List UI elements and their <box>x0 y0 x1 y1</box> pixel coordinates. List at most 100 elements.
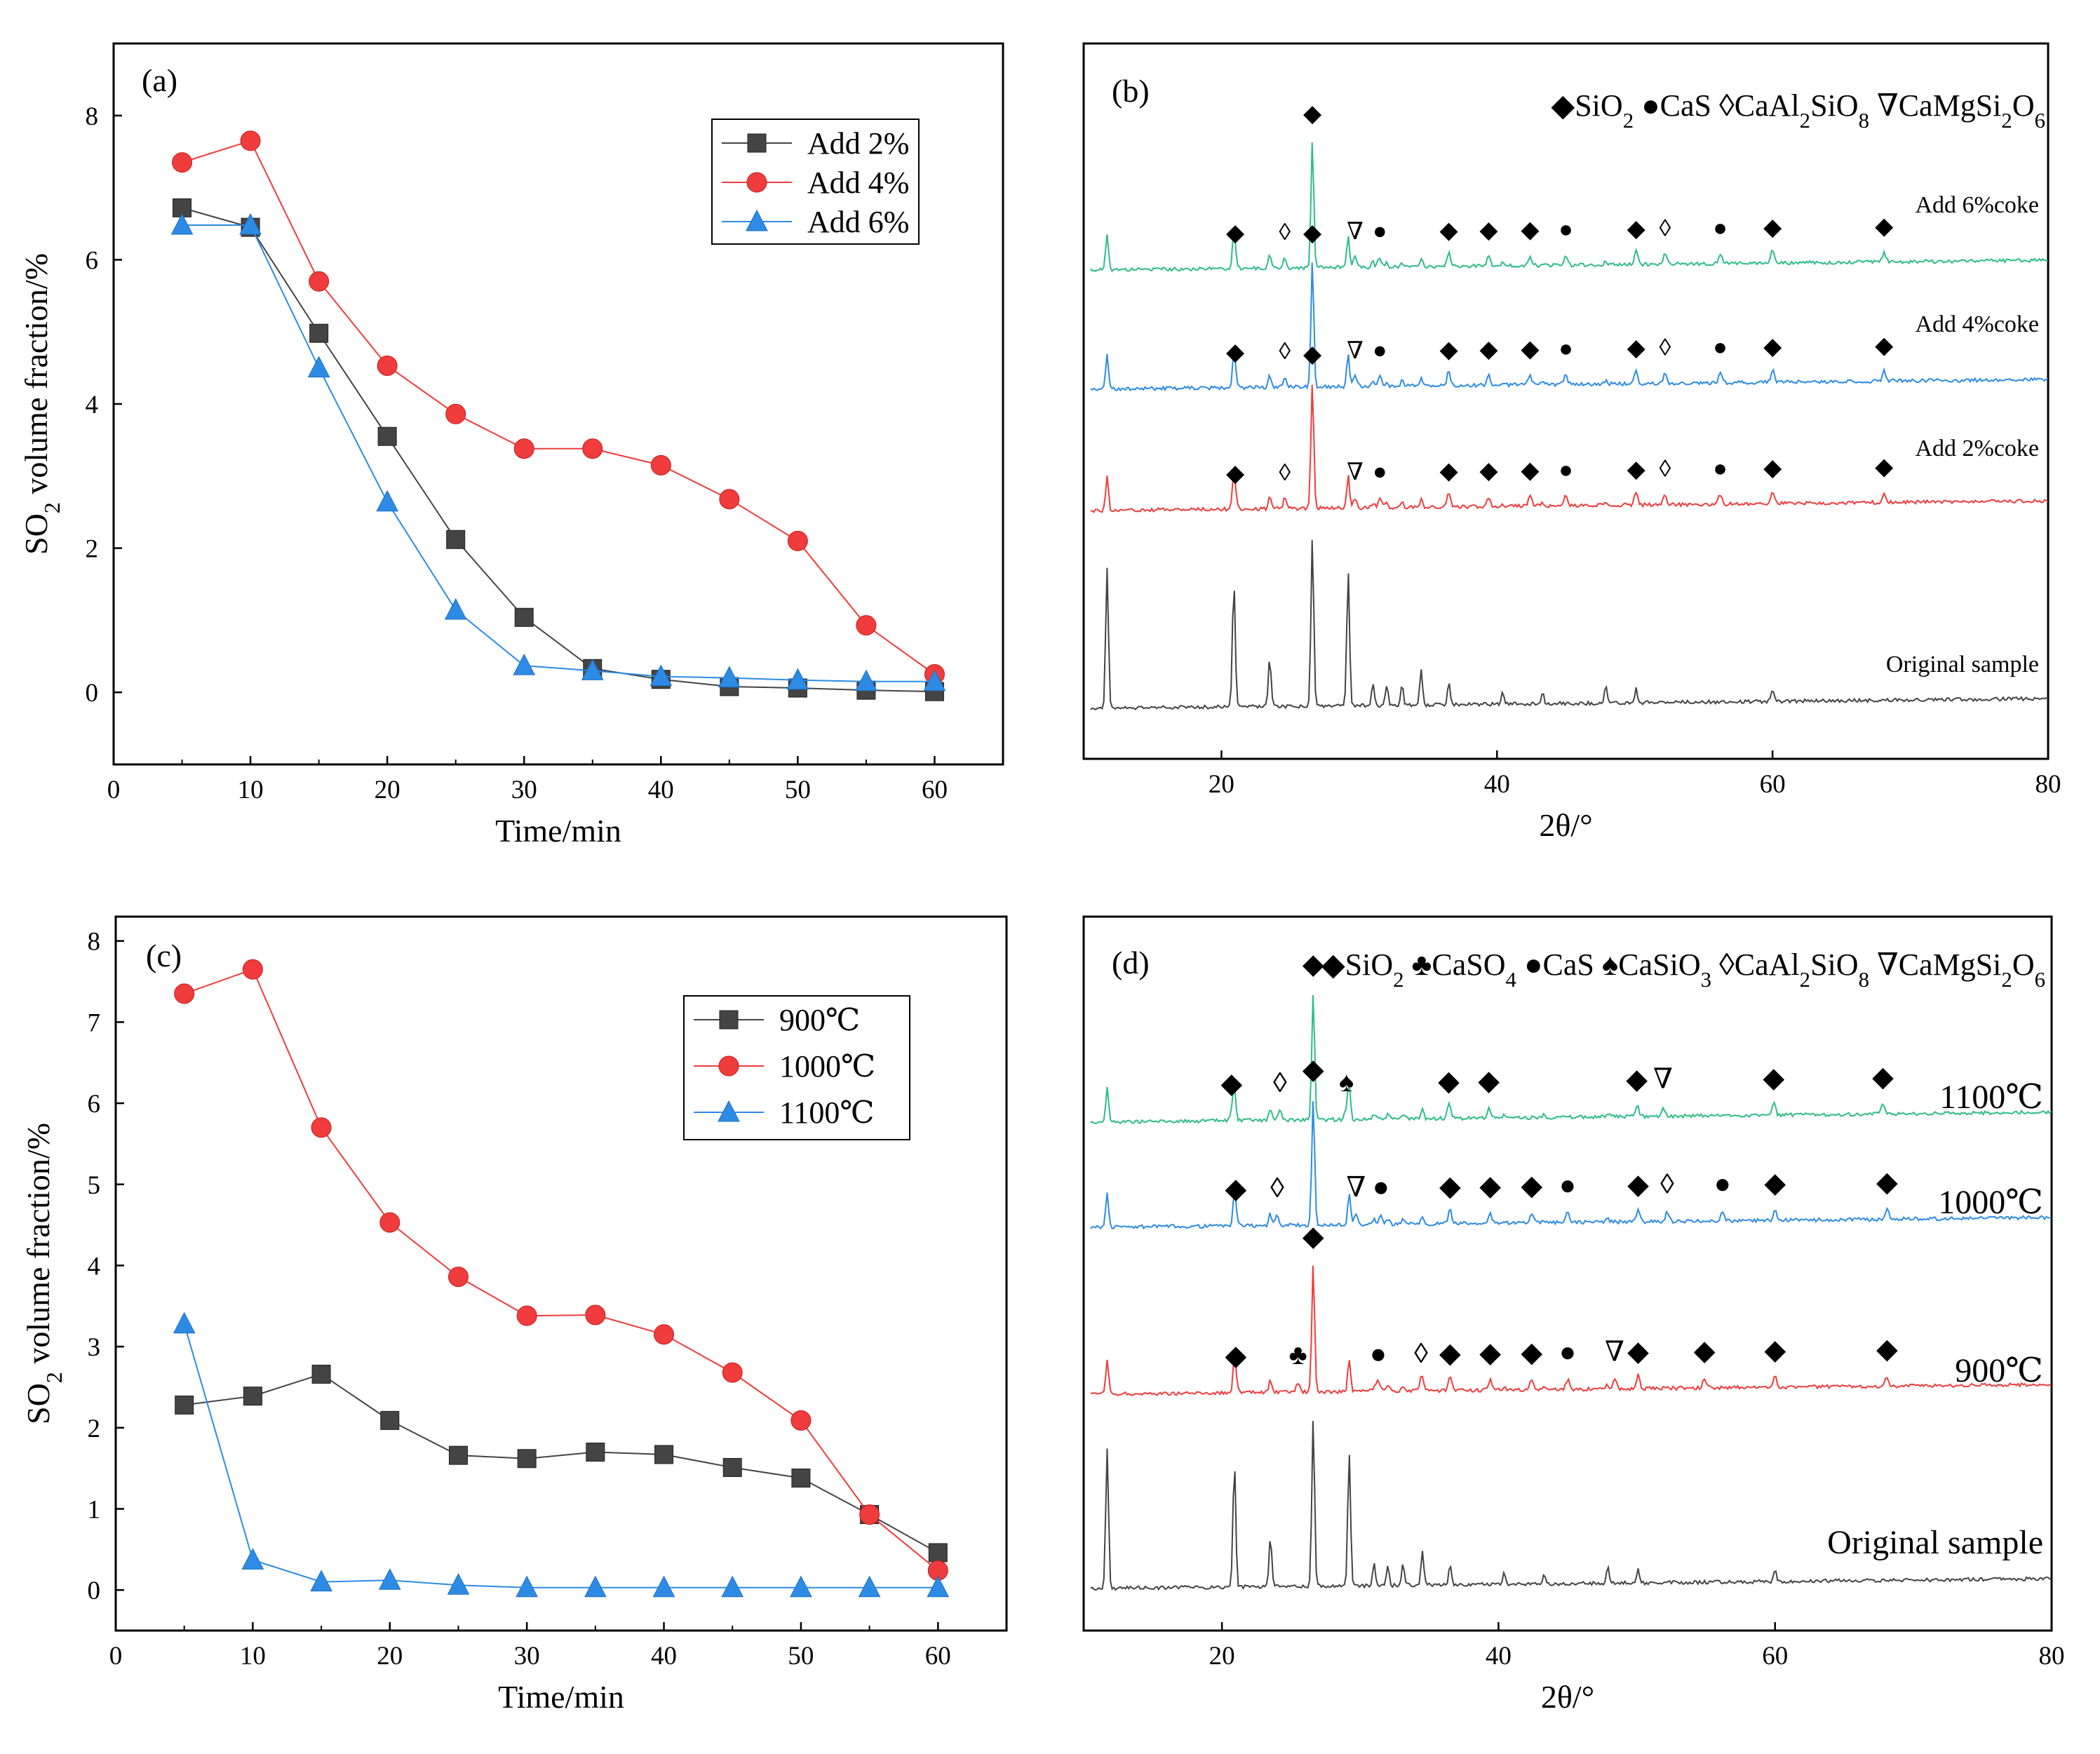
data-point <box>722 1362 743 1383</box>
phase-marker: ◆ <box>1763 334 1782 360</box>
phase-marker: ● <box>1559 1169 1576 1201</box>
data-point <box>654 1324 675 1345</box>
xrd-curve-1: ◆ ◊ ∇ ◆ ● ◆ ◆ ◆ ● ◆ ◊ ● ◆ ◆ Add 4%coke <box>1090 220 2049 392</box>
data-point <box>584 1575 607 1598</box>
panel-label: (a) <box>142 62 177 98</box>
phase-marker: ◆ <box>1763 455 1782 481</box>
data-point <box>172 152 193 173</box>
curve-label: 1000℃ <box>1938 1184 2043 1221</box>
y-tick-label: 8 <box>88 928 101 957</box>
x-tick-label: 80 <box>2035 770 2061 799</box>
panel-label: (b) <box>1112 73 1150 109</box>
y-tick-label: 1 <box>88 1495 101 1524</box>
data-point <box>311 1364 331 1384</box>
phase-marker: ♠ <box>1339 1066 1354 1098</box>
phase-marker: ◆ <box>1626 1063 1648 1095</box>
x-tick-label: 60 <box>922 776 948 804</box>
data-point <box>446 529 466 549</box>
phase-marker: ● <box>1713 456 1728 482</box>
legend-marker <box>718 1055 739 1077</box>
diffraction-pattern <box>1090 384 2049 513</box>
x-tick-label: 40 <box>648 776 674 804</box>
series-line <box>183 1323 938 1588</box>
xrd-curve-3: Original sample <box>1090 540 2048 710</box>
x-axis-title: 2θ/° <box>1539 807 1592 843</box>
legend-label: Add 6% <box>807 205 909 239</box>
phase-marker: ◆ <box>1303 1220 1324 1252</box>
data-point <box>447 1573 470 1595</box>
series-line <box>182 224 935 682</box>
data-point <box>722 1457 742 1477</box>
x-tick-label: 20 <box>1209 1642 1235 1671</box>
x-tick-label: 50 <box>785 776 811 804</box>
data-point <box>928 1543 948 1563</box>
data-point <box>170 212 194 235</box>
phase-marker: ● <box>1373 459 1387 485</box>
x-tick-label: 10 <box>238 776 264 804</box>
x-tick-label: 60 <box>925 1642 951 1671</box>
phase-marker: ◆ <box>1764 1334 1786 1365</box>
phase-marker: ◆ <box>1627 335 1646 361</box>
x-axis-title: Time/min <box>498 1679 624 1715</box>
phase-marker: ◆ <box>1763 215 1782 241</box>
phase-marker: ● <box>1559 336 1573 362</box>
phase-marker: ◆ <box>1875 332 1894 358</box>
series-line <box>184 1373 938 1553</box>
x-tick-label: 0 <box>107 776 121 804</box>
curve-label: Add 4%coke <box>1915 311 2039 337</box>
y-tick-label: 5 <box>88 1171 101 1200</box>
data-point <box>654 1445 674 1464</box>
phase-marker: ◆ <box>1478 1065 1500 1096</box>
series-2 <box>170 212 946 692</box>
x-tick-label: 60 <box>1760 770 1786 799</box>
phase-marker: ◆ <box>1627 1335 1649 1367</box>
x-tick-label: 30 <box>511 776 537 804</box>
data-point <box>307 356 330 378</box>
curve-label: Original sample <box>1827 1524 2043 1561</box>
phase-marker: ◆ <box>1872 1060 1894 1092</box>
phase-marker: ◆ <box>1521 337 1540 363</box>
y-tick-label: 8 <box>86 102 99 131</box>
y-tick-label: 6 <box>88 1090 101 1119</box>
data-point <box>516 1305 537 1326</box>
curve-label: Add 2%coke <box>1915 436 2039 461</box>
phase-legend: ◆SiO2 ♣CaSO4 ●CaS ♠CaSiO3 ◊CaAl2SiO8 ∇Ca… <box>1321 947 2045 992</box>
data-point <box>855 669 877 692</box>
y-tick-label: 4 <box>88 1252 101 1281</box>
phase-marker: ♣ <box>1288 1339 1307 1370</box>
xrd-curve-1: ◆ ◊◆∇ ● ◆ ◆ ◆ ● ◆ ◊ ● ◆ ◆1000℃ <box>1090 1053 2052 1230</box>
data-point <box>310 1570 332 1592</box>
series-1 <box>174 959 948 1581</box>
y-tick-label: 3 <box>88 1333 101 1362</box>
data-point <box>175 1395 194 1415</box>
data-point <box>174 983 195 1004</box>
phase-marker: ● <box>1714 1168 1731 1199</box>
phase-marker: ● <box>1373 338 1387 364</box>
data-point <box>791 1469 811 1488</box>
phase-marker: ◆ <box>1876 1333 1898 1364</box>
data-point <box>649 664 673 687</box>
diffraction-pattern <box>1090 1421 2052 1591</box>
phase-marker: ◆ <box>1521 217 1540 243</box>
data-point <box>448 1445 468 1465</box>
plot-frame <box>1082 915 2053 1632</box>
phase-marker: ◊ <box>1660 216 1671 242</box>
phase-marker: ◆ <box>1627 1168 1649 1200</box>
data-point <box>240 130 261 151</box>
phase-marker: ● <box>1370 1338 1387 1370</box>
data-point <box>447 1267 469 1288</box>
x-tick-label: 80 <box>2039 1642 2065 1671</box>
legend: 900℃ 1000℃ 1100℃ <box>683 995 910 1140</box>
phase-marker: ◆ <box>1627 216 1646 242</box>
data-point <box>719 489 740 510</box>
x-tick-label: 40 <box>1486 1642 1512 1671</box>
phase-marker: ◆ <box>1303 1053 1324 1085</box>
phase-marker: ● <box>1373 1171 1389 1203</box>
phase-marker: ● <box>1713 335 1728 360</box>
phase-marker: ◆ <box>1763 1062 1784 1093</box>
data-point <box>858 1575 881 1598</box>
phase-marker: ◊ <box>1279 460 1291 486</box>
x-tick-label: 60 <box>1762 1642 1788 1671</box>
phase-marker: ● <box>1713 215 1728 241</box>
phase-marker: ◆ <box>1479 458 1498 484</box>
